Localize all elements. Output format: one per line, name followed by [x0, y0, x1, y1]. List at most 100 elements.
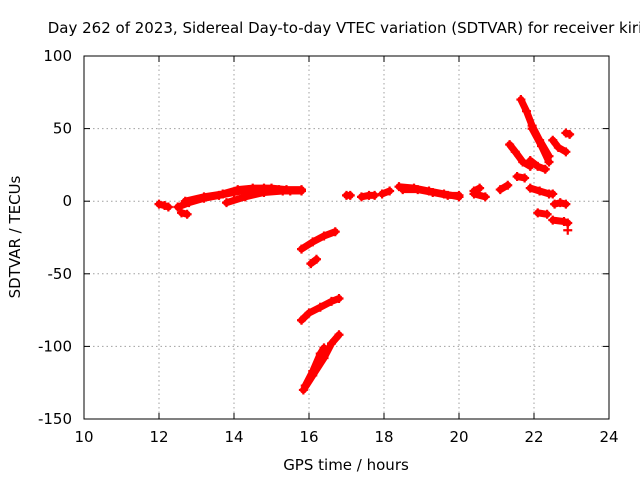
data-point [413, 185, 423, 195]
axis-ticks: 10 12 14 16 18 20 22 24 -150 -100 -50 0 50 100 [38, 47, 619, 446]
data-point [475, 183, 485, 193]
plot-frame [83, 55, 610, 420]
data-series-s1 [154, 199, 173, 212]
data-point [327, 338, 336, 348]
data-series-s27 [550, 198, 571, 209]
x-tick-label: 10 [74, 428, 93, 446]
data-point [480, 192, 490, 202]
data-point [495, 185, 505, 195]
data-point [522, 106, 531, 116]
data-series-s8 [297, 293, 344, 325]
data-point [278, 186, 288, 196]
data-point [319, 343, 329, 353]
data-point [180, 196, 190, 206]
data-point [330, 227, 340, 237]
y-tick-label: -100 [38, 337, 72, 355]
data-point [510, 147, 520, 157]
data-point [259, 187, 269, 197]
data-point [173, 202, 183, 212]
x-tick-label: 22 [524, 428, 543, 446]
data-point [308, 366, 318, 376]
chart-title: Day 262 of 2023, Sidereal Day-to-day VTE… [48, 19, 640, 37]
data-point [306, 259, 316, 269]
data-point [548, 135, 558, 145]
data-point [550, 199, 560, 209]
data-point [469, 186, 479, 196]
gridlines [84, 56, 609, 419]
data-point [327, 296, 336, 306]
data-point [540, 164, 550, 174]
y-tick-label: 100 [43, 47, 72, 65]
data-point [525, 183, 535, 193]
data-point [334, 293, 344, 303]
data-point [533, 161, 543, 171]
data-point [199, 192, 209, 202]
data-point [385, 186, 395, 196]
data-series-s28 [548, 215, 573, 228]
data-series-s5 [222, 186, 306, 208]
data-series-s10 [300, 343, 329, 391]
data-point [218, 189, 228, 199]
data-point [516, 95, 526, 105]
data-point [565, 129, 575, 139]
data-point [319, 231, 329, 241]
data-point [548, 189, 558, 199]
data-series-s6 [297, 227, 340, 254]
data-series-s22 [525, 156, 550, 174]
data-point [345, 190, 355, 200]
x-tick-label: 14 [224, 428, 243, 446]
data-point [300, 381, 310, 391]
series-trace [506, 141, 534, 170]
data-point [561, 147, 571, 157]
data-point [512, 172, 522, 182]
data-point [533, 208, 543, 218]
data-point [398, 185, 408, 195]
data-point [454, 190, 464, 200]
data-series [154, 95, 575, 395]
data-point [561, 199, 571, 209]
data-point [518, 157, 528, 167]
x-tick-label: 16 [299, 428, 318, 446]
data-point [308, 237, 318, 247]
data-point [240, 192, 250, 202]
data-series-s25 [533, 208, 552, 219]
data-point [315, 302, 325, 312]
data-series-s7 [306, 254, 321, 269]
data-series-s30 [563, 225, 573, 235]
data-point [563, 225, 573, 235]
data-series-s26 [548, 135, 571, 157]
data-point [163, 202, 173, 212]
data-point [297, 315, 306, 325]
data-point [377, 189, 387, 199]
data-point [428, 187, 438, 197]
y-tick-label: -50 [48, 265, 73, 283]
data-point [297, 186, 306, 196]
data-point [542, 209, 552, 219]
data-point [312, 254, 321, 264]
data-point [315, 349, 325, 359]
data-point [233, 185, 243, 195]
data-point [505, 140, 515, 150]
data-point [555, 198, 565, 208]
data-point [544, 157, 554, 167]
data-point [154, 199, 164, 209]
data-point [535, 186, 545, 196]
x-tick-label: 18 [374, 428, 393, 446]
data-point [357, 192, 366, 202]
data-point [553, 142, 563, 152]
x-tick-label: 12 [149, 428, 168, 446]
x-tick-label: 24 [599, 428, 618, 446]
x-tick-label: 20 [449, 428, 468, 446]
data-series-s15 [398, 185, 464, 200]
data-series-s12 [357, 190, 380, 202]
data-point [525, 156, 535, 166]
series-trace [298, 228, 339, 253]
data-series-s19 [505, 140, 535, 171]
data-point [370, 190, 380, 200]
data-point [182, 209, 192, 219]
data-point [177, 208, 186, 218]
data-point [503, 180, 513, 190]
data-series-s13 [377, 186, 395, 199]
data-point [520, 173, 530, 183]
